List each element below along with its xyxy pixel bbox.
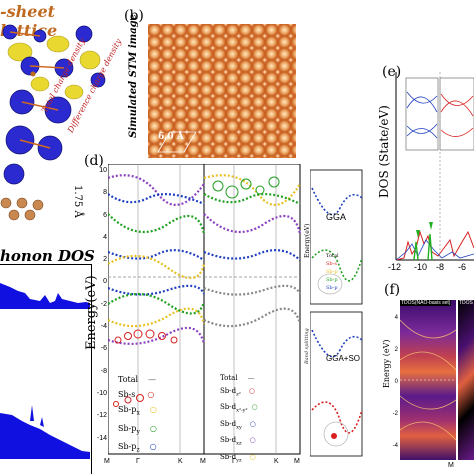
bands-left xyxy=(108,174,206,345)
legend-label: Sb-s xyxy=(118,390,136,399)
legend-label: Total xyxy=(118,375,139,384)
ytick: 4 xyxy=(103,233,107,241)
phonon-lower-band xyxy=(0,413,90,459)
panel-f-xtick: M xyxy=(448,462,454,469)
legend-right: Total — Sb-dz² ○ Sb-dx²-y² ○ Sb-dxy ○ Sb-dxz… xyxy=(220,374,258,463)
dos-inset-left xyxy=(405,77,439,151)
ytick: -12 xyxy=(96,412,107,420)
ytick: 8 xyxy=(103,189,107,197)
stm-unit-cell xyxy=(157,131,197,153)
ytick: -8 xyxy=(100,367,107,375)
stm-label: Simulated STM image xyxy=(128,13,139,138)
ytick: -14 xyxy=(96,434,107,442)
legend-label: Sb-p xyxy=(118,423,137,433)
gga-plot xyxy=(310,169,363,305)
charge-density-figure xyxy=(2,24,106,185)
phonon-title: honon DOS xyxy=(0,247,95,265)
gga-label: GGA xyxy=(326,212,347,222)
gga-so-label: GGA+SO xyxy=(326,354,361,363)
band-structure-plot xyxy=(108,164,302,455)
dos-xticks: -12 -10 -8 -6 xyxy=(388,262,467,272)
ytick: 6 xyxy=(103,211,107,219)
side-view-atoms xyxy=(0,197,44,221)
dos-inset-right xyxy=(439,77,474,151)
small-atom xyxy=(30,71,36,77)
blue-atoms xyxy=(2,24,106,185)
bonds xyxy=(9,31,65,149)
legend-label: Sb-p xyxy=(118,442,137,452)
phonon-dos-plot xyxy=(0,283,90,459)
gga-so-plot xyxy=(310,311,363,457)
height-label: 1.75 Å xyxy=(72,185,83,218)
dos-trace-blue xyxy=(395,239,474,261)
tdos-bands-left xyxy=(400,319,456,441)
side-panel: GGA Total Sb-s Sb-p Sb-p Sb-p Energy(eV)… xyxy=(304,168,364,468)
band-ytick-list: 10 8 6 4 2 0 -2 -4 -6 -8 -10 -12 -14 xyxy=(91,160,107,450)
panel-d-label: (d) xyxy=(84,153,104,169)
ytick: -6 xyxy=(100,345,107,353)
charge-lobes xyxy=(7,35,101,100)
tdos-title-right: TDOS xyxy=(459,300,473,306)
ytick: -4 xyxy=(100,323,107,331)
dos-trace-green xyxy=(413,233,433,261)
ytick: -10 xyxy=(96,389,107,397)
phonon-upper-band xyxy=(0,283,90,309)
ytick: 0 xyxy=(103,278,107,286)
stm-spacing-label: 6.0 Å xyxy=(158,132,184,142)
side-energy-label: Energy(eV) xyxy=(304,223,311,258)
band-xticks: M Γ K M Γ K M xyxy=(104,458,300,465)
dos-trace-red xyxy=(395,230,474,261)
s-band-circles xyxy=(113,329,178,407)
tdos-title-left: TDOS(NAO-basis set) xyxy=(400,300,452,306)
legend-left: Total — Sb-s ○ Sb-px ○ Sb-py ○ Sb-pz ○ xyxy=(118,375,157,454)
panel-f-label: (f) xyxy=(384,282,401,298)
d-band-circles xyxy=(212,176,280,199)
legend-label: Total xyxy=(220,374,238,382)
stm-image xyxy=(148,24,296,158)
ytick: 10 xyxy=(99,167,107,174)
dos-arrows xyxy=(416,222,433,238)
panel-b-label: (b) xyxy=(124,8,144,24)
dos-ylabel: DOS (State/eV) xyxy=(377,105,391,198)
ytick: 2 xyxy=(103,256,107,264)
side-legend: Total Sb-s Sb-p Sb-p Sb-p xyxy=(326,253,339,291)
ytick: -2 xyxy=(100,300,107,308)
panel-a: -sheet lattice xyxy=(0,0,123,225)
dos-plot xyxy=(395,72,474,261)
phonon-spike xyxy=(30,405,44,427)
phonon-frame xyxy=(0,264,92,474)
tdos-map-right xyxy=(458,300,474,460)
panel-f-yticks: 4 2 0 -2 -4 xyxy=(392,315,398,449)
legend-label: Sb-p xyxy=(118,405,137,414)
band-split-label: Band splitting xyxy=(304,328,310,364)
